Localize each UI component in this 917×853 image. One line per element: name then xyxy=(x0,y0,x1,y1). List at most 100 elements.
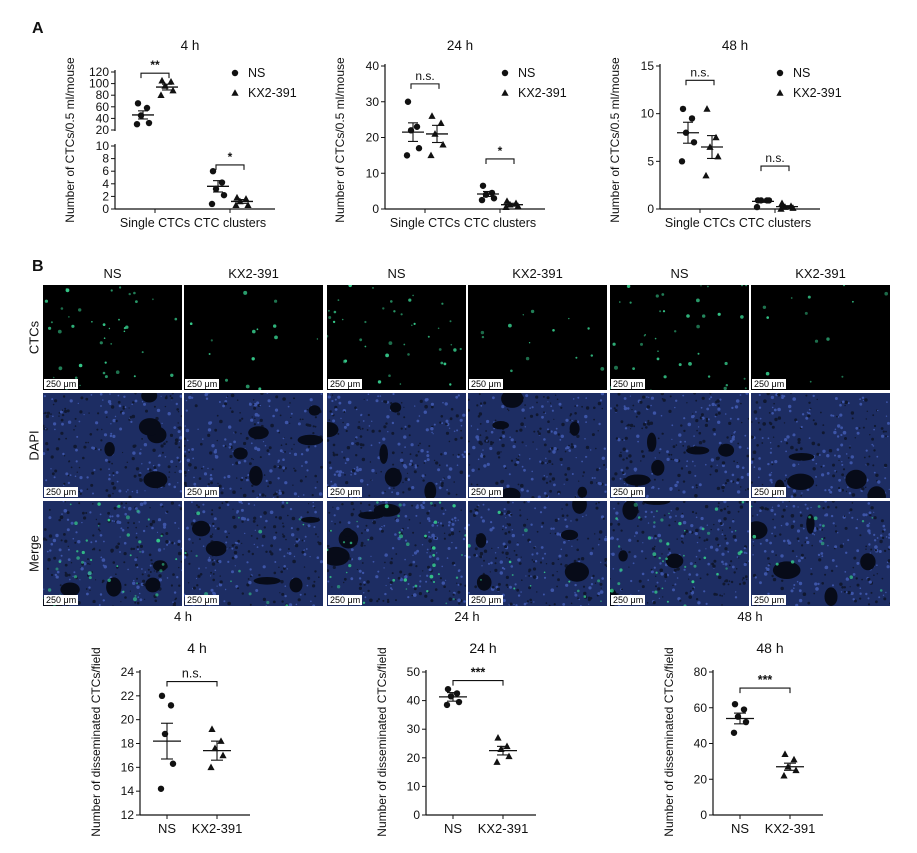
nucleus xyxy=(314,445,317,448)
nucleus xyxy=(62,395,66,398)
nucleus xyxy=(799,514,803,517)
ctc-signal xyxy=(693,564,697,568)
nucleus xyxy=(351,469,356,473)
alveolar-space xyxy=(577,486,588,498)
nucleus xyxy=(594,477,596,479)
nucleus xyxy=(777,445,780,448)
ctc-signal xyxy=(405,588,408,590)
nucleus xyxy=(724,562,728,566)
nucleus xyxy=(872,414,875,417)
nucleus xyxy=(777,416,782,420)
nucleus xyxy=(334,405,338,409)
nucleus xyxy=(691,594,693,596)
nucleus xyxy=(625,449,629,453)
nucleus xyxy=(138,452,142,455)
nucleus xyxy=(637,411,641,415)
ctc-signal xyxy=(316,338,319,340)
nucleus xyxy=(458,602,461,605)
nucleus xyxy=(430,599,434,603)
nucleus xyxy=(517,483,520,486)
nucleus xyxy=(264,495,267,497)
nucleus xyxy=(719,398,722,401)
nucleus xyxy=(840,426,843,430)
nucleus xyxy=(63,509,68,513)
nucleus xyxy=(243,441,247,446)
nucleus xyxy=(95,579,97,581)
nucleus xyxy=(681,512,684,515)
nucleus xyxy=(743,551,746,554)
ctc-signal xyxy=(752,534,757,539)
nucleus xyxy=(456,464,459,466)
nucleus xyxy=(811,458,815,461)
nucleus xyxy=(790,495,794,498)
nucleus xyxy=(139,544,143,548)
y-tick-label: 16 xyxy=(121,760,135,774)
nucleus xyxy=(147,574,151,577)
nucleus xyxy=(389,561,393,565)
nucleus xyxy=(280,570,283,574)
nucleus xyxy=(332,443,336,447)
nucleus xyxy=(610,536,614,540)
nucleus xyxy=(252,458,254,461)
nucleus xyxy=(565,595,568,599)
nucleus xyxy=(626,484,628,486)
nucleus xyxy=(353,472,357,475)
nucleus xyxy=(870,591,873,594)
nucleus xyxy=(818,454,821,456)
ctc-signal xyxy=(385,353,389,358)
nucleus xyxy=(874,545,878,549)
nucleus xyxy=(546,396,550,400)
nucleus xyxy=(120,601,122,603)
ctc-signal xyxy=(429,574,434,579)
nucleus xyxy=(238,543,240,545)
nucleus xyxy=(731,520,735,523)
nucleus xyxy=(720,508,723,512)
nucleus xyxy=(761,442,764,444)
nucleus xyxy=(844,571,847,573)
nucleus xyxy=(66,511,70,515)
nucleus xyxy=(731,406,734,410)
nucleus xyxy=(830,514,834,518)
nucleus xyxy=(788,501,790,503)
nucleus xyxy=(407,527,409,529)
nucleus xyxy=(694,474,697,477)
nucleus xyxy=(817,443,821,447)
x-tick-label: Single CTCs xyxy=(665,216,735,230)
nucleus xyxy=(48,534,53,538)
nucleus xyxy=(533,546,536,549)
nucleus xyxy=(682,520,687,525)
nucleus xyxy=(54,399,58,403)
nucleus xyxy=(885,415,888,417)
nucleus xyxy=(185,428,190,433)
nucleus xyxy=(167,465,171,469)
ctc-signal xyxy=(403,578,407,582)
nucleus xyxy=(442,512,445,515)
nucleus xyxy=(385,584,387,587)
nucleus xyxy=(535,395,539,399)
nucleus xyxy=(697,601,701,605)
nucleus xyxy=(765,567,768,569)
nucleus xyxy=(254,417,256,419)
alveolar-space xyxy=(143,471,168,489)
nucleus xyxy=(574,496,577,498)
nucleus xyxy=(95,518,98,521)
nucleus xyxy=(716,456,720,460)
nucleus xyxy=(744,575,748,579)
nucleus xyxy=(519,428,523,432)
nucleus xyxy=(802,527,805,530)
nucleus xyxy=(721,464,725,468)
nucleus xyxy=(64,407,67,410)
nucleus xyxy=(210,513,214,516)
nucleus xyxy=(218,401,221,403)
nucleus xyxy=(391,421,395,425)
ctc-signal xyxy=(74,521,78,525)
nucleus xyxy=(68,573,71,577)
nucleus xyxy=(810,567,812,570)
nucleus xyxy=(100,556,103,559)
nucleus xyxy=(584,438,586,440)
nucleus xyxy=(795,603,799,606)
ctc-signal xyxy=(69,503,72,506)
nucleus xyxy=(211,559,214,561)
nucleus xyxy=(263,474,266,476)
nucleus xyxy=(695,512,698,515)
